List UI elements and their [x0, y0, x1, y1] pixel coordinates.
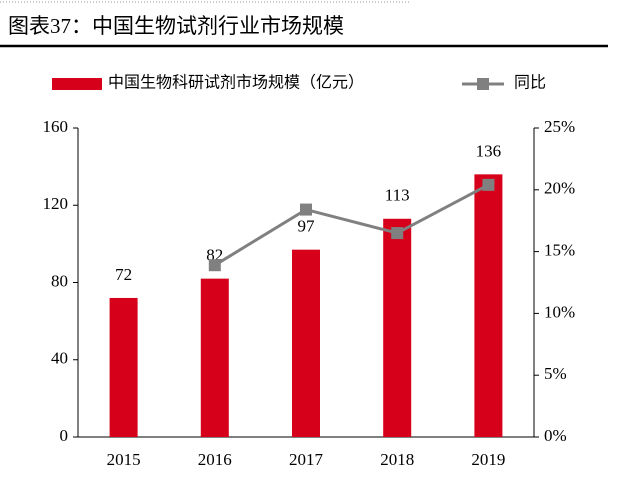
- line-marker: [300, 203, 312, 216]
- data-label: 136: [476, 141, 502, 160]
- bar: [474, 174, 503, 437]
- y-tick-label: 120: [43, 194, 69, 213]
- legend-marker: [477, 78, 489, 90]
- data-label: 97: [298, 217, 316, 236]
- data-label: 113: [385, 186, 410, 205]
- bar: [109, 297, 138, 437]
- line-marker: [208, 259, 221, 272]
- bar: [383, 218, 412, 437]
- y-tick-label: 160: [43, 117, 69, 136]
- line-marker: [482, 178, 495, 191]
- y2-tick-label: 5%: [544, 364, 567, 383]
- x-tick-label: 2016: [198, 450, 232, 469]
- line: [214, 183, 490, 267]
- y2-tick-label: 25%: [544, 117, 575, 136]
- line-marker: [391, 227, 404, 240]
- x-tick-label: 2015: [107, 450, 141, 469]
- legend-label: 同比: [514, 74, 546, 92]
- y-tick-label: 80: [51, 271, 68, 290]
- data-label: 72: [115, 265, 132, 284]
- x-tick-label: 2017: [289, 450, 324, 469]
- legend-swatch: [52, 78, 102, 90]
- x-tick-label: 2018: [380, 450, 414, 469]
- y-tick-label: 40: [51, 349, 68, 368]
- bar: [292, 249, 320, 437]
- x-tick-label: 2019: [471, 450, 505, 469]
- y2-tick-label: 20%: [544, 179, 575, 198]
- chart-title: 图表37：中国生物试剂行业市场规模: [8, 14, 344, 38]
- y-tick-label: 0: [60, 426, 69, 445]
- bar: [200, 278, 229, 437]
- y2-tick-label: 0%: [544, 426, 567, 445]
- legend-label: 中国生物科研试剂市场规模（亿元）: [108, 74, 364, 92]
- y2-tick-label: 10%: [544, 302, 575, 321]
- y2-tick-label: 15%: [544, 241, 575, 260]
